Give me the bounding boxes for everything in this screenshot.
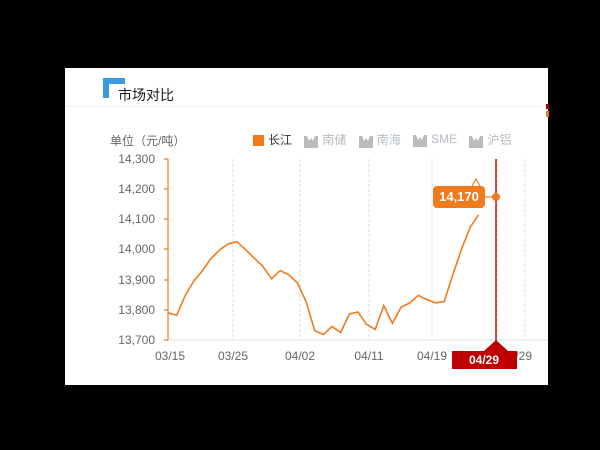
svg-text:14,100: 14,100	[118, 212, 155, 226]
svg-text:04/19: 04/19	[417, 349, 447, 363]
svg-text:13,800: 13,800	[118, 303, 155, 317]
svg-text:03/25: 03/25	[218, 349, 248, 363]
svg-text:04/29: 04/29	[469, 353, 499, 367]
svg-text:04/11: 04/11	[354, 349, 383, 363]
svg-text:14,200: 14,200	[118, 182, 155, 196]
svg-text:14,300: 14,300	[118, 152, 155, 166]
svg-text:13,700: 13,700	[118, 333, 155, 347]
svg-text:14,170: 14,170	[439, 189, 479, 204]
svg-text:04/02: 04/02	[285, 349, 315, 363]
svg-text:13,900: 13,900	[118, 273, 155, 287]
svg-text:03/15: 03/15	[155, 349, 185, 363]
svg-text:14,000: 14,000	[118, 242, 155, 256]
